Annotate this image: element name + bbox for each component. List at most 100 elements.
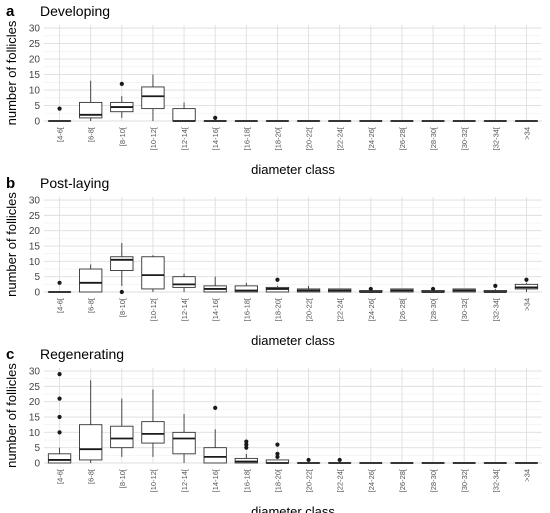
y-tick-label: 15 bbox=[29, 242, 41, 253]
box-iqr bbox=[172, 108, 196, 122]
x-tick-label: [4-6[ bbox=[56, 468, 65, 484]
box-12 bbox=[390, 288, 414, 293]
box-2 bbox=[79, 80, 103, 121]
y-tick-label: 5 bbox=[34, 443, 40, 454]
panel-letter: a bbox=[6, 3, 15, 20]
y-tick-label: 30 bbox=[29, 196, 41, 207]
box-9 bbox=[296, 285, 321, 293]
x-tick-label: [32-34[ bbox=[491, 468, 500, 492]
x-tick-label: [6-8[ bbox=[87, 468, 96, 484]
outlier-point bbox=[57, 280, 62, 285]
outlier-point bbox=[524, 277, 529, 282]
x-axis-label: diameter class bbox=[251, 504, 335, 513]
box-3 bbox=[110, 81, 134, 118]
box-iqr bbox=[234, 285, 258, 293]
outlier-point bbox=[213, 115, 218, 121]
x-tick-label: [24-26[ bbox=[367, 468, 376, 492]
x-tick-label: [20-22[ bbox=[305, 297, 314, 321]
box-iqr bbox=[47, 453, 72, 464]
x-tick-label: [22-24[ bbox=[336, 468, 345, 492]
panel-title: Developing bbox=[40, 3, 110, 19]
box-1 bbox=[47, 106, 72, 122]
x-tick-label: [28-30[ bbox=[429, 126, 438, 150]
x-tick-label: [24-26[ bbox=[367, 126, 376, 150]
x-tick-label: [10-12[ bbox=[149, 126, 158, 150]
x-tick-label: [32-34[ bbox=[491, 126, 500, 150]
y-tick-label: 15 bbox=[29, 70, 41, 81]
x-tick-label: [16-18[ bbox=[242, 297, 251, 321]
outlier-point bbox=[119, 289, 124, 295]
x-tick-label: [16-18[ bbox=[242, 126, 251, 150]
box-iqr bbox=[110, 256, 134, 271]
x-tick-label: [12-14[ bbox=[180, 126, 189, 150]
x-tick-label: [30-32[ bbox=[460, 468, 469, 492]
x-tick-label: [8-10[ bbox=[118, 126, 127, 146]
x-tick-label: [18-20[ bbox=[273, 468, 282, 492]
x-tick-label: [4-6[ bbox=[56, 126, 65, 142]
box-5 bbox=[172, 413, 196, 463]
x-axis-label: diameter class bbox=[251, 333, 335, 348]
box-10 bbox=[328, 288, 352, 293]
box-iqr bbox=[141, 421, 165, 444]
x-tick-label: [20-22[ bbox=[305, 468, 314, 492]
x-tick-label: >34 bbox=[522, 127, 531, 140]
box-5 bbox=[172, 273, 196, 292]
box-2 bbox=[79, 380, 103, 463]
gridlines bbox=[44, 197, 542, 293]
box-15 bbox=[483, 283, 507, 293]
panel-b: b Post-laying 0 5 10 15 20 25 30 number of follic… bbox=[4, 175, 542, 348]
outlier-point bbox=[244, 442, 249, 447]
box-13 bbox=[421, 286, 445, 293]
box-iqr bbox=[79, 424, 103, 461]
x-tick-label: [24-26[ bbox=[367, 297, 376, 321]
y-tick-label: 10 bbox=[29, 257, 41, 268]
gridlines bbox=[44, 25, 542, 122]
box-3 bbox=[110, 398, 134, 457]
x-tick-label: [6-8[ bbox=[87, 126, 96, 142]
x-tick-label: [22-24[ bbox=[336, 126, 345, 150]
outlier-point bbox=[275, 442, 280, 447]
y-axis-label: number of follicles bbox=[4, 192, 19, 297]
box-3 bbox=[110, 242, 134, 295]
outlier-point bbox=[306, 457, 311, 463]
panel-c: c Regenerating 0 5 10 15 20 25 30 number of folli… bbox=[4, 346, 542, 513]
box-iqr bbox=[79, 268, 103, 293]
box-6 bbox=[203, 276, 227, 293]
box-14 bbox=[452, 288, 476, 293]
box-7 bbox=[234, 282, 258, 293]
box-iqr bbox=[141, 86, 165, 110]
x-tick-label: [30-32[ bbox=[460, 126, 469, 150]
x-tick-label: [10-12[ bbox=[149, 297, 158, 321]
box-1 bbox=[47, 280, 72, 293]
x-tick-label: [12-14[ bbox=[180, 468, 189, 492]
outlier-point bbox=[368, 286, 373, 292]
box-2 bbox=[79, 264, 103, 293]
y-tick-label: 0 bbox=[34, 459, 40, 470]
panel-a: a Developing 0 5 10 15 20 25 30 number of follicl… bbox=[4, 3, 542, 177]
outlier-point bbox=[119, 81, 124, 86]
y-tick-label: 10 bbox=[29, 86, 41, 97]
box-4 bbox=[141, 74, 165, 121]
x-tick-label: [14-16[ bbox=[211, 468, 220, 492]
x-axis-label: diameter class bbox=[251, 162, 335, 177]
gridlines bbox=[44, 368, 542, 464]
box-8 bbox=[265, 277, 290, 293]
box-iqr bbox=[172, 276, 196, 288]
x-tick-label: [20-22[ bbox=[305, 126, 314, 150]
outlier-point bbox=[57, 372, 62, 377]
y-tick-label: 25 bbox=[29, 211, 41, 222]
outlier-point bbox=[493, 283, 498, 288]
outlier-point bbox=[57, 106, 62, 111]
x-tick-label: >34 bbox=[522, 469, 531, 482]
y-tick-label: 5 bbox=[34, 272, 40, 283]
outlier-point bbox=[57, 430, 62, 435]
y-tick-label: 0 bbox=[34, 117, 40, 128]
y-axis-label: number of follicles bbox=[4, 20, 19, 125]
box-1 bbox=[47, 372, 72, 464]
outlier-point bbox=[430, 286, 436, 292]
box-4 bbox=[141, 255, 165, 292]
box-iqr bbox=[203, 447, 227, 464]
x-tick-label: [8-10[ bbox=[118, 468, 127, 488]
outlier-point bbox=[213, 405, 218, 410]
